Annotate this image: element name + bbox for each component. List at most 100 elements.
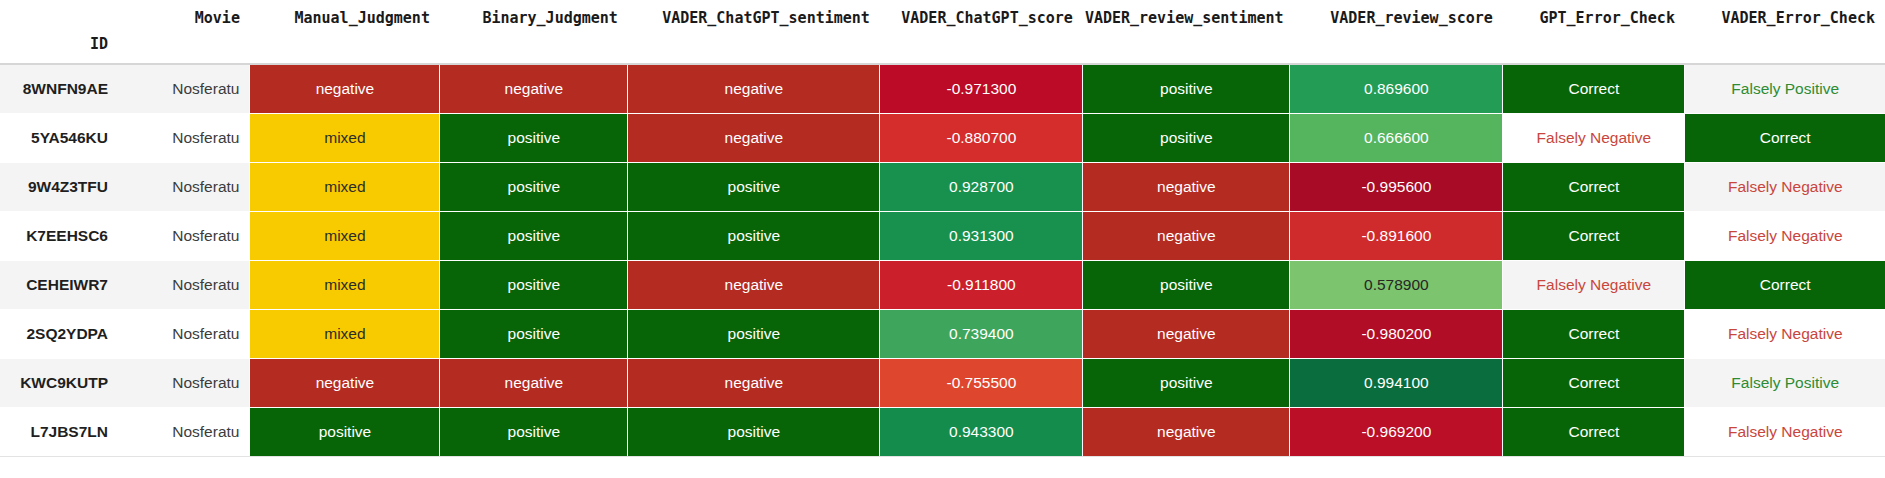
movie-cell: Nosferatu xyxy=(118,359,250,408)
manual-cell: negative xyxy=(250,359,440,408)
gpt-check-cell: Correct xyxy=(1503,310,1685,359)
table-row: 5YA546KUNosferatumixedpositivenegative-0… xyxy=(0,114,1885,163)
movie-cell: Nosferatu xyxy=(118,163,250,212)
row-id-cell: 8WNFN9AE xyxy=(0,64,118,114)
manual-cell: negative xyxy=(250,64,440,114)
index-name-row: ID xyxy=(0,33,1885,64)
movie-cell: Nosferatu xyxy=(118,261,250,310)
binary-cell: positive xyxy=(440,310,628,359)
vr-sent-cell: positive xyxy=(1083,359,1290,408)
table-row: 2SQ2YDPANosferatumixedpositivepositive0.… xyxy=(0,310,1885,359)
table-header: MovieManual_JudgmentBinary_JudgmentVADER… xyxy=(0,0,1885,64)
gpt-check-cell: Falsely Negative xyxy=(1503,114,1685,163)
movie-cell: Nosferatu xyxy=(118,408,250,457)
vr-sent-cell: positive xyxy=(1083,114,1290,163)
vader-check-cell: Falsely Negative xyxy=(1685,408,1885,457)
row-id-cell: 9W4Z3TFU xyxy=(0,163,118,212)
column-header-vader_chatgpt_score: VADER_ChatGPT_score xyxy=(880,0,1083,33)
vr-sent-cell: positive xyxy=(1083,261,1290,310)
manual-cell: positive xyxy=(250,408,440,457)
row-id-cell: CEHEIWR7 xyxy=(0,261,118,310)
vader-check-cell: Correct xyxy=(1685,114,1885,163)
row-id-cell: 2SQ2YDPA xyxy=(0,310,118,359)
vr-score-cell: -0.969200 xyxy=(1290,408,1503,457)
vr-score-cell: 0.994100 xyxy=(1290,359,1503,408)
vader-check-cell: Falsely Positive xyxy=(1685,64,1885,114)
column-header-vader_error_check: VADER_Error_Check xyxy=(1685,0,1885,33)
column-header-vader_review_sentiment: VADER_review_sentiment xyxy=(1083,0,1290,33)
manual-cell: mixed xyxy=(250,163,440,212)
vr-score-cell: 0.666600 xyxy=(1290,114,1503,163)
gpt-check-cell: Correct xyxy=(1503,359,1685,408)
gpt-check-cell: Correct xyxy=(1503,64,1685,114)
vcg-score-cell: -0.971300 xyxy=(880,64,1083,114)
binary-cell: negative xyxy=(440,64,628,114)
vr-score-cell: -0.891600 xyxy=(1290,212,1503,261)
vader-check-cell: Falsely Negative xyxy=(1685,212,1885,261)
vcg-score-cell: 0.739400 xyxy=(880,310,1083,359)
vr-score-cell: 0.869600 xyxy=(1290,64,1503,114)
vr-sent-cell: negative xyxy=(1083,310,1290,359)
vcg-sent-cell: negative xyxy=(628,359,880,408)
row-id-cell: KWC9KUTP xyxy=(0,359,118,408)
gpt-check-cell: Falsely Negative xyxy=(1503,261,1685,310)
vcg-sent-cell: negative xyxy=(628,64,880,114)
row-id-cell: 5YA546KU xyxy=(0,114,118,163)
vcg-score-cell: -0.911800 xyxy=(880,261,1083,310)
column-header-movie: Movie xyxy=(118,0,250,33)
row-id-cell: L7JBS7LN xyxy=(0,408,118,457)
vcg-score-cell: -0.880700 xyxy=(880,114,1083,163)
movie-cell: Nosferatu xyxy=(118,310,250,359)
manual-cell: mixed xyxy=(250,114,440,163)
table-row: K7EEHSC6Nosferatumixedpositivepositive0.… xyxy=(0,212,1885,261)
column-header-binary_judgment: Binary_Judgment xyxy=(440,0,628,33)
sentiment-analysis-table: MovieManual_JudgmentBinary_JudgmentVADER… xyxy=(0,0,1885,457)
manual-cell: mixed xyxy=(250,261,440,310)
table-body: 8WNFN9AENosferatunegativenegativenegativ… xyxy=(0,64,1885,457)
vcg-sent-cell: positive xyxy=(628,212,880,261)
binary-cell: positive xyxy=(440,163,628,212)
vcg-sent-cell: positive xyxy=(628,408,880,457)
movie-cell: Nosferatu xyxy=(118,212,250,261)
vcg-sent-cell: positive xyxy=(628,310,880,359)
blank-corner-cell xyxy=(0,0,118,33)
gpt-check-cell: Correct xyxy=(1503,212,1685,261)
vader-check-cell: Falsely Negative xyxy=(1685,310,1885,359)
table-row: L7JBS7LNNosferatupositivepositivepositiv… xyxy=(0,408,1885,457)
vr-sent-cell: positive xyxy=(1083,64,1290,114)
vcg-score-cell: 0.943300 xyxy=(880,408,1083,457)
vr-score-cell: -0.995600 xyxy=(1290,163,1503,212)
index-name-label: ID xyxy=(0,33,118,64)
binary-cell: positive xyxy=(440,408,628,457)
vader-check-cell: Falsely Positive xyxy=(1685,359,1885,408)
vr-score-cell: -0.980200 xyxy=(1290,310,1503,359)
vcg-score-cell: 0.931300 xyxy=(880,212,1083,261)
table-row: 9W4Z3TFUNosferatumixedpositivepositive0.… xyxy=(0,163,1885,212)
gpt-check-cell: Correct xyxy=(1503,408,1685,457)
table-row: CEHEIWR7Nosferatumixedpositivenegative-0… xyxy=(0,261,1885,310)
vader-check-cell: Falsely Negative xyxy=(1685,163,1885,212)
row-id-cell: K7EEHSC6 xyxy=(0,212,118,261)
index-row-spacer xyxy=(118,33,1885,64)
table-row: 8WNFN9AENosferatunegativenegativenegativ… xyxy=(0,64,1885,114)
vr-score-cell: 0.578900 xyxy=(1290,261,1503,310)
gpt-check-cell: Correct xyxy=(1503,163,1685,212)
vader-check-cell: Correct xyxy=(1685,261,1885,310)
vcg-score-cell: 0.928700 xyxy=(880,163,1083,212)
table-row: KWC9KUTPNosferatunegativenegativenegativ… xyxy=(0,359,1885,408)
vr-sent-cell: negative xyxy=(1083,163,1290,212)
column-header-vader_chatgpt_sentiment: VADER_ChatGPT_sentiment xyxy=(628,0,880,33)
vcg-sent-cell: positive xyxy=(628,163,880,212)
column-header-row: MovieManual_JudgmentBinary_JudgmentVADER… xyxy=(0,0,1885,33)
vr-sent-cell: negative xyxy=(1083,212,1290,261)
binary-cell: positive xyxy=(440,261,628,310)
binary-cell: positive xyxy=(440,212,628,261)
movie-cell: Nosferatu xyxy=(118,64,250,114)
vcg-sent-cell: negative xyxy=(628,261,880,310)
binary-cell: positive xyxy=(440,114,628,163)
vcg-sent-cell: negative xyxy=(628,114,880,163)
movie-cell: Nosferatu xyxy=(118,114,250,163)
vr-sent-cell: negative xyxy=(1083,408,1290,457)
column-header-gpt_error_check: GPT_Error_Check xyxy=(1503,0,1685,33)
column-header-vader_review_score: VADER_review_score xyxy=(1290,0,1503,33)
